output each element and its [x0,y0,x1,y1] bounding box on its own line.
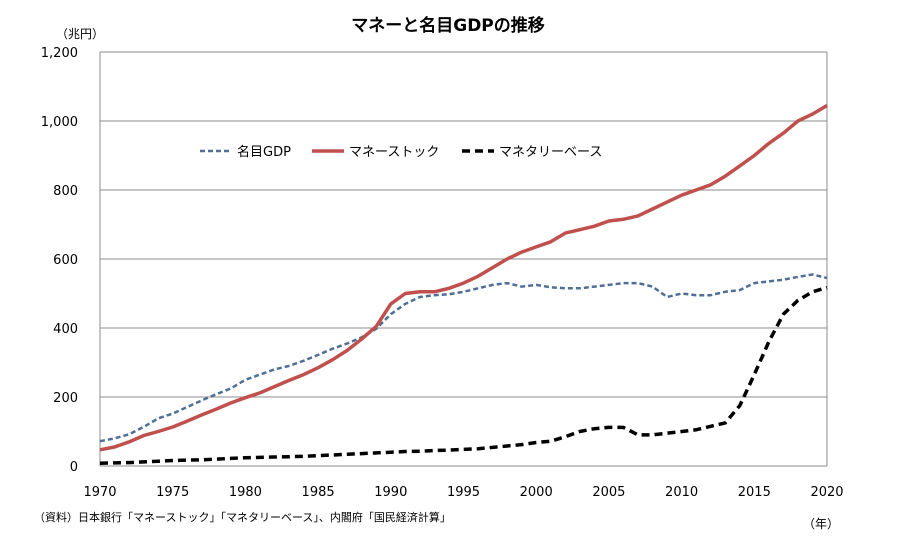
y-tick-labels: 0 200 400 600 800 1,000 1,200 [41,46,78,475]
y-tick-label: 200 [53,391,78,406]
chart-title: マネーと名目GDPの推移 [351,15,545,36]
series-lines [99,103,828,465]
x-tick-label: 2020 [810,485,843,500]
series-line-1 [99,103,828,452]
legend-label-1: マネーストック [349,145,439,160]
x-tick-label: 2005 [592,485,625,500]
y-tick-label: 1,200 [41,46,78,61]
y-tick-label: 1,000 [41,115,78,130]
y-axis-label: （兆円） [56,27,104,41]
y-tick-label: 0 [70,460,78,475]
y-tick-label: 800 [53,184,78,199]
x-tick-label: 1995 [447,485,480,500]
x-tick-label: 2015 [738,485,771,500]
y-tick-label: 600 [53,253,78,268]
x-tick-label: 1970 [83,485,116,500]
legend: 名目GDP マネーストック マネタリーベース [200,144,602,160]
x-tick-labels: 1970 1975 1980 1985 1990 1995 2000 2005 2010 2015… [83,485,843,500]
series-line-2 [99,285,828,465]
x-tick-label: 1985 [302,485,335,500]
x-tick-label: 1980 [229,485,262,500]
legend-label-0: 名目GDP [237,144,291,160]
series-line-0 [99,273,828,443]
x-tick-label: 2000 [520,485,553,500]
x-tick-label: 1990 [374,485,407,500]
x-tick-label: 1975 [156,485,189,500]
gridlines [99,51,828,467]
source-note: （資料）日本銀行「マネーストック」「マネタリーベース」、内閣府「国民経済計算」 [34,510,451,524]
legend-label-2: マネタリーベース [499,145,602,160]
x-tick-label: 2010 [665,485,698,500]
x-axis-label: （年） [803,517,839,531]
y-tick-label: 400 [53,322,78,337]
